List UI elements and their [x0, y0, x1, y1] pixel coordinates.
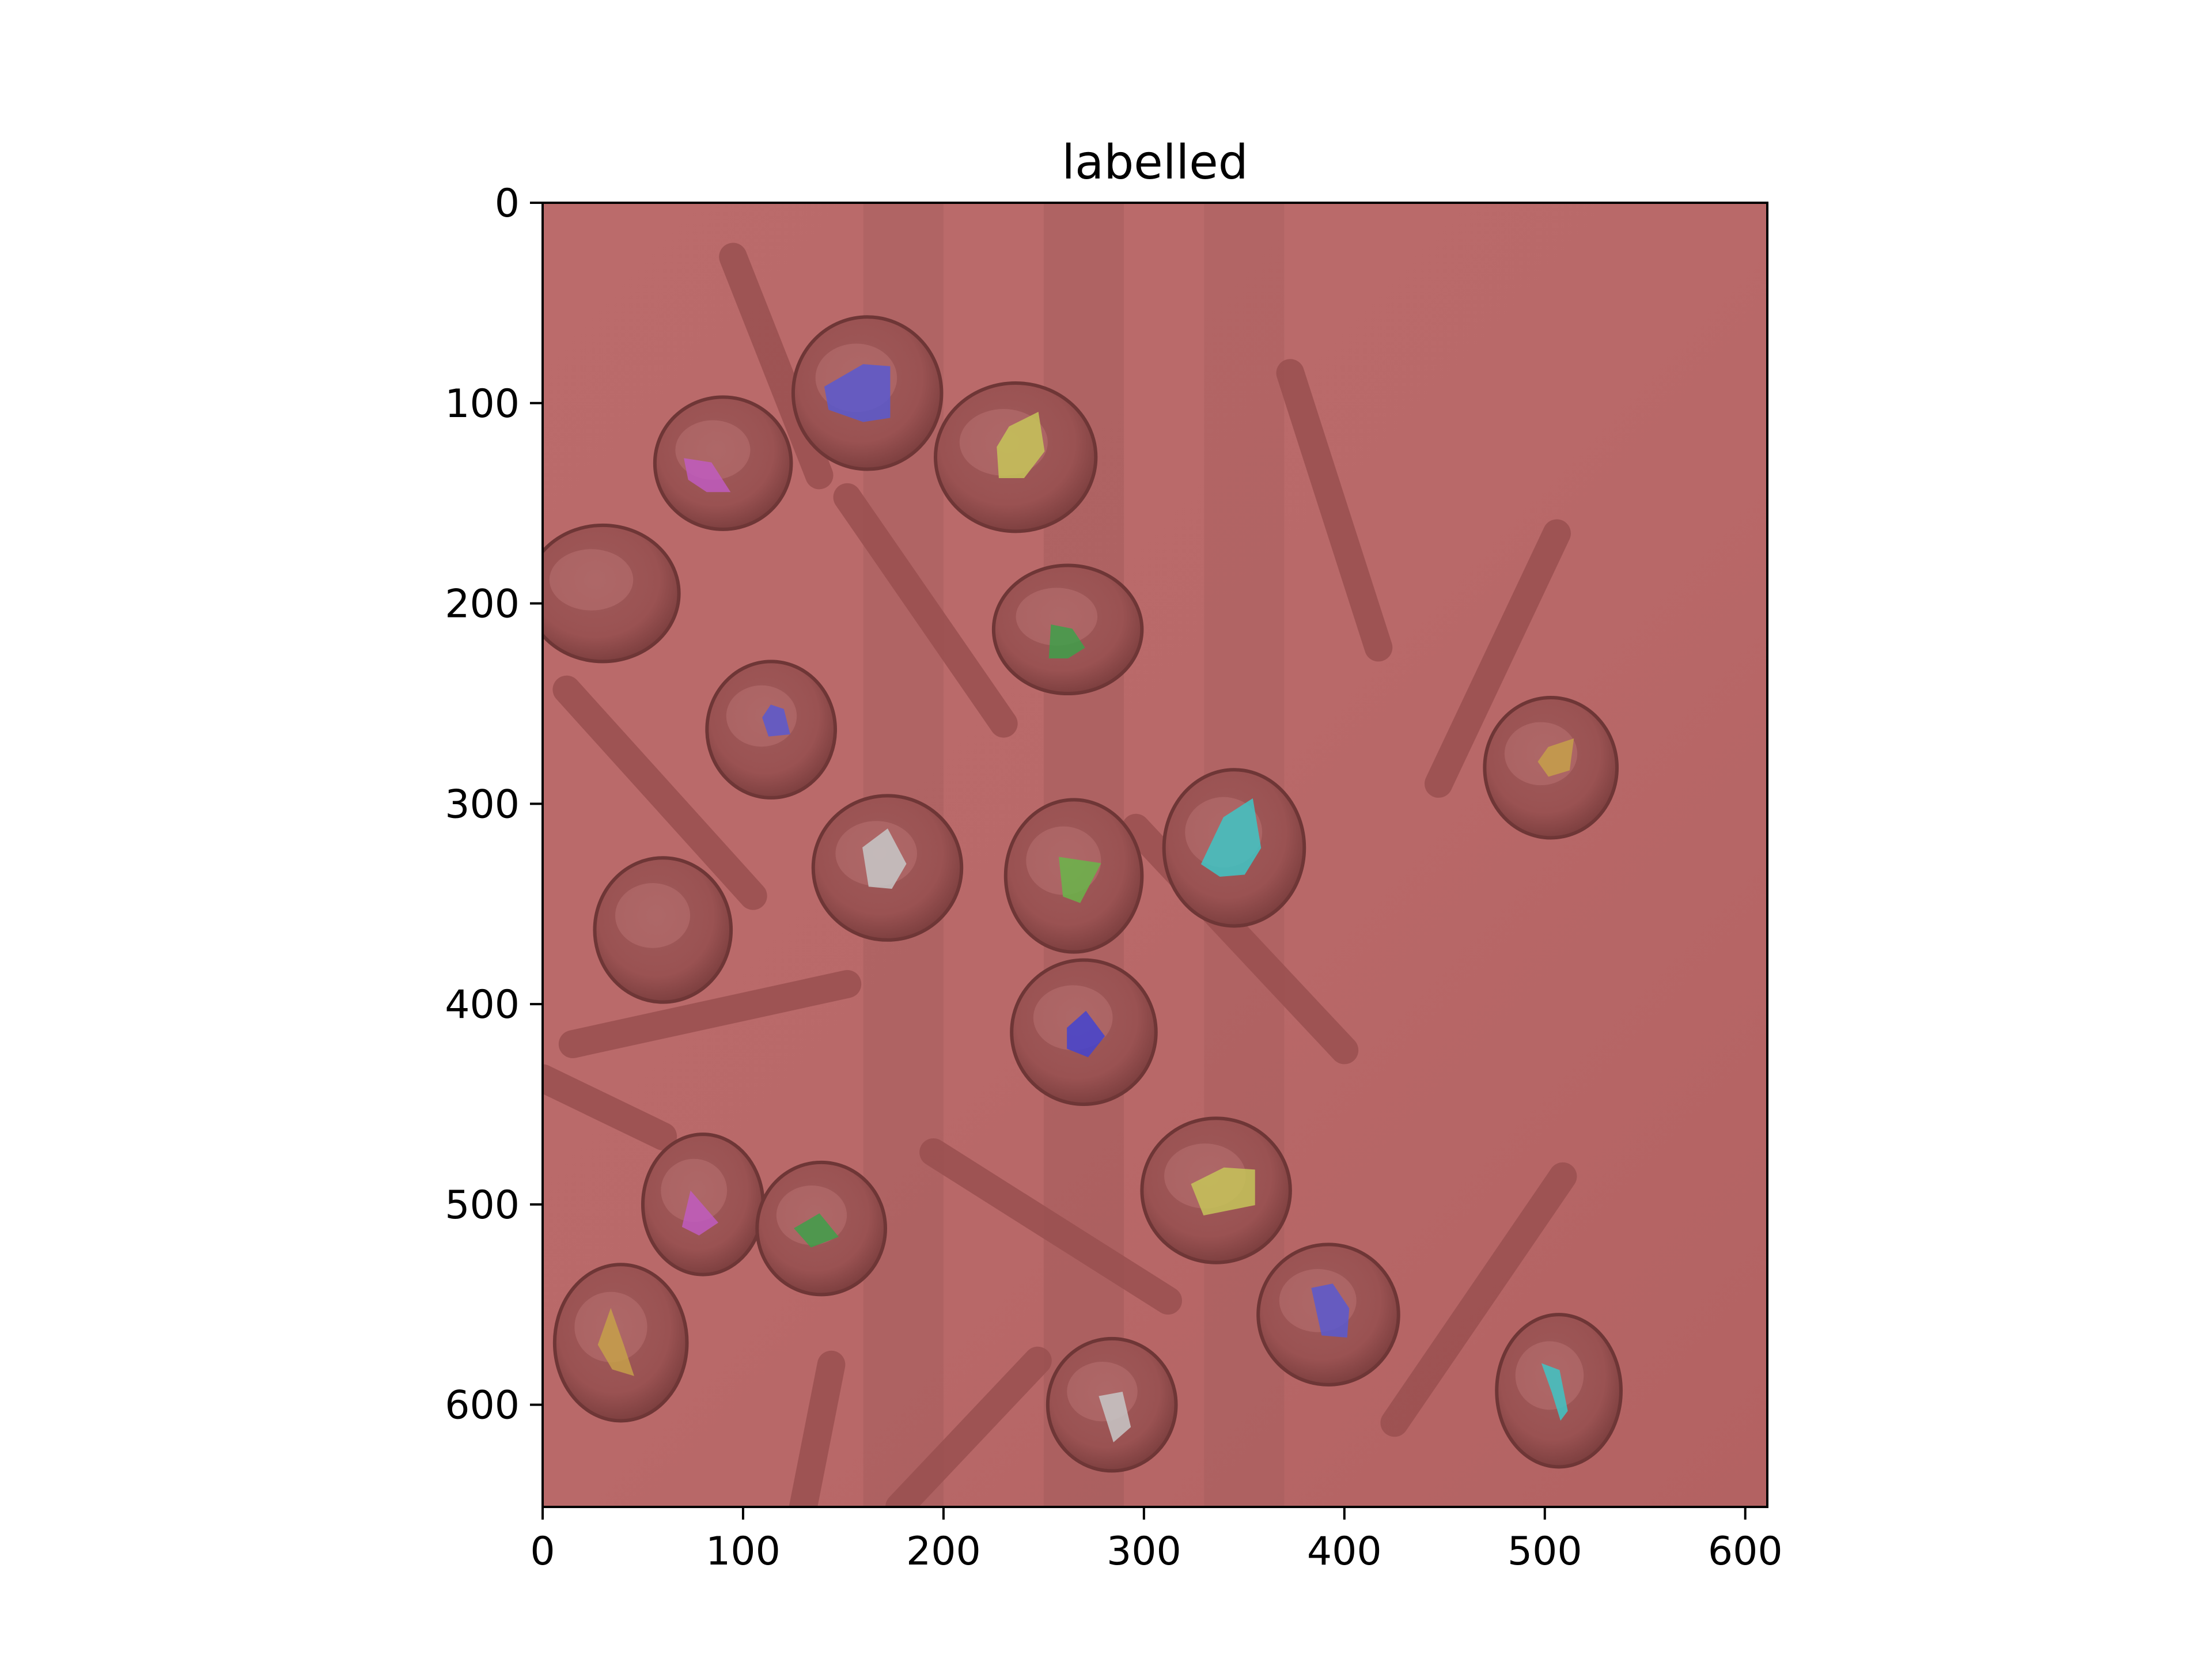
- label-region-12: [1191, 1167, 1255, 1215]
- seed-body: [653, 395, 793, 531]
- y-tick-label-300: 300: [445, 782, 520, 827]
- rod-1: [833, 483, 1018, 738]
- seed-highlight: [726, 685, 797, 747]
- y-tick-label-400: 400: [445, 982, 520, 1028]
- seed-highlight: [1016, 588, 1098, 646]
- axis-ticks: 0 100 200 300 400 500 600 0 100 200 300 400 500 600: [445, 181, 1782, 1574]
- rod-2: [1276, 359, 1393, 662]
- rod-4: [552, 675, 767, 910]
- label-region-10: [681, 1190, 718, 1236]
- label-region-7: [1059, 857, 1101, 903]
- seed-10: [593, 856, 733, 1004]
- axes-frame: [541, 202, 1768, 1508]
- image-area: [543, 203, 1767, 1507]
- rod-3: [1424, 519, 1571, 798]
- y-tick-label-0: 0: [495, 181, 520, 226]
- chart-title: labelled: [1062, 135, 1248, 190]
- label-region-1: [997, 411, 1045, 478]
- x-tick-label-500: 500: [1508, 1529, 1582, 1574]
- label-region-16: [1541, 1363, 1568, 1421]
- y-tick-label-200: 200: [445, 582, 520, 627]
- y-tick-label-500: 500: [445, 1183, 520, 1228]
- label-region-2: [684, 458, 731, 493]
- rod-10: [789, 1350, 846, 1507]
- label-region-9: [1067, 1010, 1105, 1058]
- label-region-13: [597, 1308, 634, 1376]
- y-tick-label-100: 100: [445, 381, 520, 427]
- seed-3: [543, 523, 681, 664]
- seed-highlight: [661, 1158, 728, 1222]
- rod-9: [1380, 1162, 1577, 1437]
- label-region-14: [1311, 1283, 1350, 1338]
- x-tick-label-600: 600: [1708, 1529, 1783, 1574]
- label-region-11: [794, 1213, 839, 1248]
- x-tick-label-300: 300: [1107, 1529, 1181, 1574]
- label-region-3: [1048, 624, 1085, 658]
- x-tick-label-400: 400: [1307, 1529, 1382, 1574]
- y-tick-label-600: 600: [445, 1383, 520, 1429]
- seed-highlight: [615, 883, 691, 948]
- label-region-8: [1200, 798, 1262, 877]
- rod-0: [719, 243, 834, 490]
- label-region-15: [1099, 1392, 1131, 1442]
- x-tick-label-0: 0: [530, 1529, 555, 1574]
- x-tick-label-100: 100: [706, 1529, 781, 1574]
- seed-body: [593, 856, 733, 1004]
- rod-7: [543, 1064, 677, 1150]
- label-region-0: [824, 364, 891, 422]
- rod-11: [885, 1346, 1052, 1507]
- seed-body: [543, 523, 681, 664]
- rod-6: [558, 969, 862, 1059]
- x-tick-label-200: 200: [906, 1529, 981, 1574]
- label-region-6: [862, 828, 907, 889]
- seed-highlight: [549, 549, 634, 611]
- label-region-5: [1537, 738, 1574, 777]
- rod-8: [919, 1138, 1182, 1315]
- label-region-4: [762, 704, 790, 737]
- seed-0: [653, 395, 793, 531]
- seed-12: [641, 1132, 765, 1277]
